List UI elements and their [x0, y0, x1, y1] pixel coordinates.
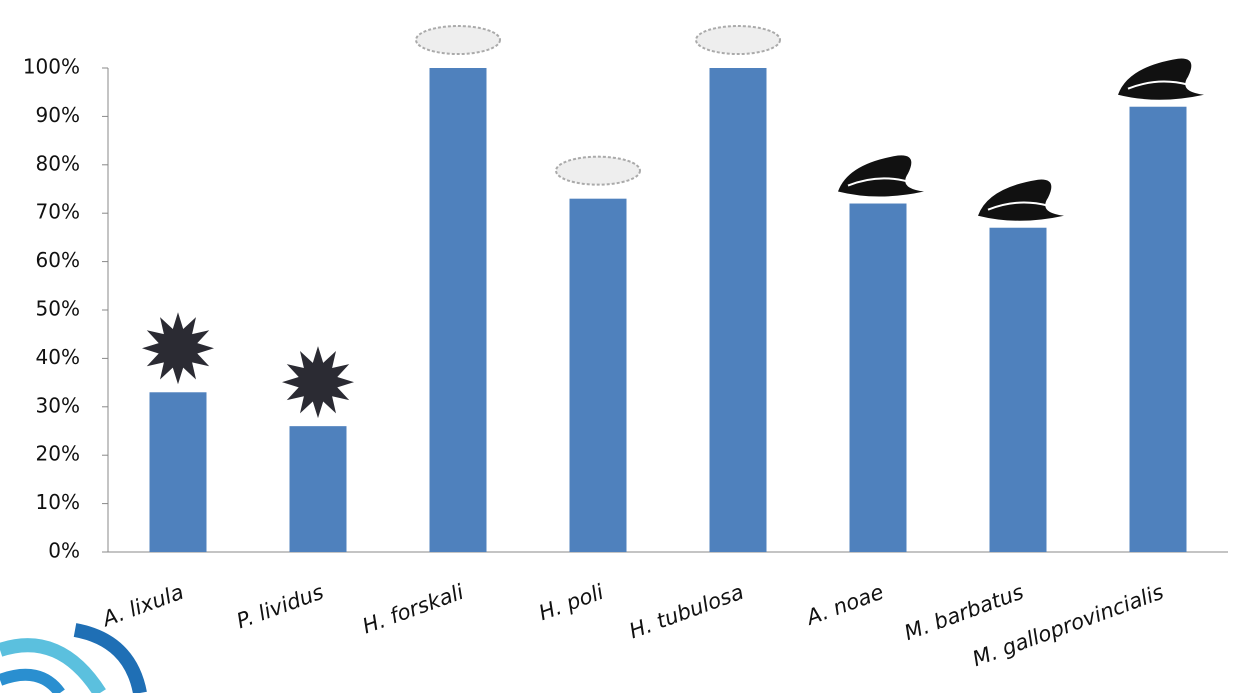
bar	[710, 68, 767, 552]
x-tick-label: A. lixula	[98, 580, 187, 632]
bar	[1130, 107, 1187, 552]
y-tick-label: 40%	[36, 345, 80, 369]
species-icon	[282, 346, 354, 418]
bar	[150, 392, 207, 552]
species-icon	[696, 26, 780, 54]
x-tick-label: H. tubulosa	[626, 580, 747, 644]
urchin-icon	[142, 312, 214, 384]
y-tick-label: 90%	[36, 103, 80, 127]
mussel-icon	[978, 180, 1064, 221]
cucumber-icon	[416, 26, 500, 54]
species-icon	[556, 157, 640, 185]
y-tick-label: 70%	[36, 200, 80, 224]
y-tick-label: 10%	[36, 490, 80, 514]
x-tick-label: A. noae	[801, 580, 886, 631]
urchin-icon	[282, 346, 354, 418]
y-tick-label: 100%	[23, 55, 80, 79]
bar	[990, 228, 1047, 552]
y-tick-label: 30%	[36, 393, 80, 417]
x-tick-label: H. poli	[536, 580, 607, 626]
bar	[850, 204, 907, 552]
cucumber-icon	[556, 157, 640, 185]
chart: 0% 10% 20% 30% 40% 50% 60% 70% 80% 90% 100% A. lixu…	[0, 0, 1235, 693]
cucumber-icon	[696, 26, 780, 54]
x-tick-label: H. forskali	[359, 580, 467, 639]
mussel-icon	[1118, 59, 1204, 100]
y-tick-label: 50%	[36, 297, 80, 321]
species-icon	[416, 26, 500, 54]
y-tick-label: 80%	[36, 151, 80, 175]
species-icon	[1118, 59, 1204, 100]
bar	[570, 199, 627, 552]
x-tick-label: P. lividus	[233, 580, 326, 634]
species-icon	[142, 312, 214, 384]
logo	[0, 630, 140, 693]
y-tick-label: 0%	[48, 539, 80, 563]
mussel-icon	[838, 155, 924, 196]
bar	[290, 426, 347, 552]
bar	[430, 68, 487, 552]
species-icon	[978, 180, 1064, 221]
y-tick-label: 20%	[36, 442, 80, 466]
species-icon	[838, 155, 924, 196]
y-tick-label: 60%	[36, 248, 80, 272]
